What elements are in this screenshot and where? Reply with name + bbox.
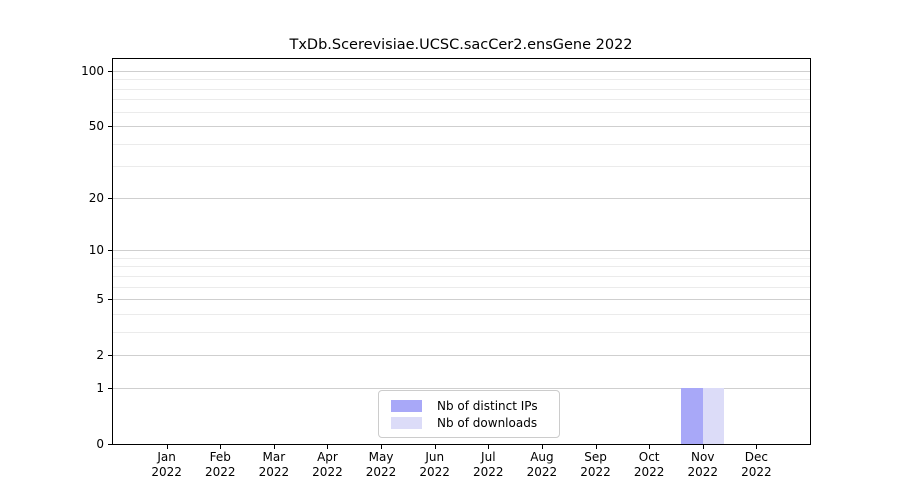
x-tick-label-feb: Feb 2022: [188, 450, 252, 479]
x-tick-month-mar: Mar: [262, 450, 286, 464]
legend-label-downloads: Nb of downloads: [437, 415, 538, 430]
x-tick-year-may: 2022: [365, 464, 397, 479]
x-tick-label-jan: Jan 2022: [135, 450, 199, 479]
y-tick-label-20: 20: [88, 190, 104, 205]
x-tick-label-jun: Jun 2022: [403, 450, 467, 479]
x-tick-oct: [649, 445, 651, 449]
x-tick-year-aug: 2022: [526, 464, 558, 479]
gridline-minor-6: [113, 286, 810, 288]
x-tick-jun: [434, 445, 436, 449]
x-tick-month-feb: Feb: [209, 450, 231, 464]
y-tick-label-0: 0: [96, 437, 104, 451]
x-tick-year-jan: 2022: [151, 464, 182, 479]
gridline-major-50: [113, 126, 810, 128]
x-tick-label-may: May 2022: [349, 450, 413, 479]
gridline-minor-3: [113, 331, 810, 333]
x-tick-month-dec: Dec: [744, 450, 768, 464]
chart-title: TxDb.Scerevisiae.UCSC.sacCer2.ensGene 20…: [289, 37, 633, 53]
gridline-minor-60: [113, 111, 810, 113]
x-tick-month-may: May: [368, 450, 394, 464]
y-tick-100: [108, 71, 112, 72]
legend: Nb of distinct IPs Nb of downloads: [378, 390, 560, 438]
x-tick-month-sep: Sep: [584, 450, 607, 464]
x-tick-month-aug: Aug: [530, 450, 554, 464]
x-tick-year-nov: 2022: [687, 464, 719, 479]
y-tick-0: [108, 444, 112, 445]
x-tick-month-apr: Apr: [317, 450, 338, 464]
x-tick-apr: [327, 445, 329, 449]
y-tick-label-2: 2: [96, 348, 104, 363]
gridline-major-1: [113, 387, 810, 389]
gridline-major-20: [113, 197, 810, 199]
x-tick-label-apr: Apr 2022: [295, 450, 359, 479]
y-tick-label-100: 100: [81, 64, 104, 78]
x-tick-label-sep: Sep 2022: [564, 450, 628, 479]
y-tick-2: [108, 355, 112, 357]
y-tick-label-5: 5: [96, 292, 104, 307]
y-tick-5: [108, 299, 112, 301]
y-tick-20: [108, 197, 112, 199]
x-tick-month-jul: Jul: [481, 450, 496, 464]
x-tick-label-jul: Jul 2022: [456, 450, 520, 479]
x-tick-year-jun: 2022: [419, 464, 450, 479]
bar-nb-of-distinct-ips-nov: [681, 387, 703, 444]
x-tick-year-feb: 2022: [204, 464, 236, 479]
plot-area: [112, 58, 811, 445]
gridline-major-100: [113, 71, 810, 72]
x-tick-aug: [541, 445, 543, 449]
x-tick-month-jun: Jun: [425, 450, 445, 464]
gridline-minor-80: [113, 88, 810, 90]
y-tick-1: [108, 387, 112, 389]
bar-nb-of-downloads-nov: [702, 387, 725, 444]
x-tick-year-sep: 2022: [580, 464, 611, 479]
x-tick-feb: [220, 445, 222, 449]
x-tick-label-oct: Oct 2022: [617, 450, 681, 479]
y-tick-10: [108, 250, 112, 252]
y-tick-label-1: 1: [96, 380, 104, 395]
gridline-minor-90: [113, 79, 810, 81]
legend-entry-distinct-ips: Nb of distinct IPs: [391, 397, 559, 414]
gridline-minor-30: [113, 166, 810, 168]
legend-entry-downloads: Nb of downloads: [391, 414, 559, 431]
gridline-major-5: [113, 299, 810, 301]
gridline-minor-4: [113, 313, 810, 315]
gridline-major-2: [113, 355, 810, 357]
x-tick-year-dec: 2022: [741, 464, 772, 479]
x-tick-dec: [756, 445, 758, 449]
x-tick-year-oct: 2022: [633, 464, 665, 479]
x-tick-jan: [166, 445, 168, 449]
x-tick-year-apr: 2022: [312, 464, 343, 479]
gridline-minor-8: [113, 266, 810, 268]
x-tick-label-mar: Mar 2022: [242, 450, 306, 479]
x-tick-label-dec: Dec 2022: [724, 450, 788, 479]
y-tick-50: [108, 126, 112, 128]
x-tick-jul: [488, 445, 490, 449]
x-tick-month-oct: Oct: [638, 450, 660, 464]
gridline-minor-9: [113, 257, 810, 259]
x-tick-label-nov: Nov 2022: [671, 450, 735, 479]
x-tick-sep: [595, 445, 597, 449]
y-tick-label-50: 50: [88, 119, 104, 134]
gridline-minor-70: [113, 99, 810, 101]
x-tick-mar: [273, 445, 275, 449]
x-tick-year-jul: 2022: [473, 464, 504, 479]
x-tick-may: [381, 445, 383, 449]
x-tick-month-nov: Nov: [691, 450, 715, 464]
legend-swatch-downloads: [391, 416, 422, 429]
y-tick-label-10: 10: [88, 243, 104, 258]
gridline-minor-7: [113, 275, 810, 277]
x-tick-label-aug: Aug 2022: [510, 450, 574, 479]
gridline-major-10: [113, 250, 810, 252]
legend-label-distinct-ips: Nb of distinct IPs: [437, 398, 538, 413]
legend-swatch-distinct-ips: [391, 399, 422, 412]
gridline-minor-40: [113, 143, 810, 145]
x-tick-year-mar: 2022: [258, 464, 290, 479]
x-tick-nov: [702, 445, 704, 449]
x-tick-month-jan: Jan: [157, 450, 176, 464]
